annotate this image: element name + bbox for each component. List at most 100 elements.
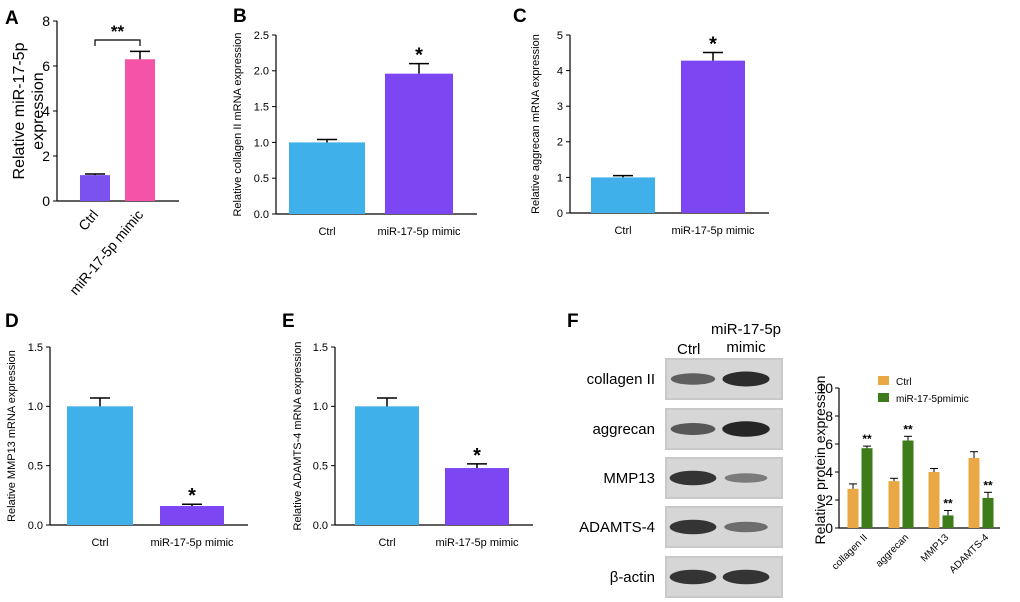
bar-c-1 xyxy=(681,60,745,213)
legend-label-f-1: miR-17-5pmimic xyxy=(896,394,969,405)
y-tick-label-f: 4 xyxy=(825,464,833,480)
band-mimic-adamts-4 xyxy=(724,521,768,533)
chart-d: 0.0 0.5 1.0 1.5 Ctrl miR-17-5p mimic * Relative… xyxy=(6,342,248,549)
legend-swatch-f-0 xyxy=(878,376,889,385)
y-axis-label-e: Relative ADAMTS-4 mRNA expression xyxy=(292,342,304,531)
wb-row-label: aggrecan xyxy=(592,421,655,438)
bar-b-1 xyxy=(385,73,453,214)
panel-letter-d: D xyxy=(5,311,19,332)
significance-label-c: * xyxy=(709,33,717,55)
y-tick-label-c: 5 xyxy=(557,30,563,42)
significance-label-f: ** xyxy=(943,497,953,511)
y-tick-label-a: 2 xyxy=(42,148,50,164)
y-axis-label-a: Relative miR-17-5p xyxy=(11,42,28,179)
y-axis-label-b: Relative collagen II mRNA expression xyxy=(232,32,244,216)
wb-header-mimic-line1: miR-17-5p xyxy=(711,321,781,338)
y-tick-label-c: 0 xyxy=(557,208,563,220)
legend-swatch-f-1 xyxy=(878,393,889,402)
bar-f-1-0 xyxy=(861,448,873,528)
band-mimic--actin xyxy=(722,569,770,585)
bar-f-0-0 xyxy=(847,488,859,528)
bar-b-0 xyxy=(289,142,365,214)
y-tick-label-c: 1 xyxy=(557,172,563,184)
bar-a-0 xyxy=(80,175,110,201)
band-ctrl-adamts-4 xyxy=(669,519,717,535)
y-tick-label-a: 4 xyxy=(42,103,50,119)
band-mimic-collagen-ii xyxy=(722,371,770,387)
significance-label-a: ** xyxy=(111,22,125,41)
y-tick-label-b: 2.0 xyxy=(254,66,269,78)
bar-f-0-3 xyxy=(968,458,980,528)
bar-f-1-2 xyxy=(942,515,954,528)
panel-letter-e: E xyxy=(282,311,295,332)
y-tick-label-c: 3 xyxy=(557,101,563,113)
bar-a-1 xyxy=(125,59,155,201)
y-tick-label-b: 0.5 xyxy=(254,173,269,185)
y-tick-label-b: 0.0 xyxy=(254,209,269,221)
significance-label-f: ** xyxy=(903,422,913,436)
bar-f-1-1 xyxy=(902,440,914,528)
x-tick-label-b: miR-17-5p mimic xyxy=(377,226,461,238)
western-blot: Ctrl miR-17-5p mimic collagen II aggrecan… xyxy=(579,321,783,598)
y-tick-label-b: 2.5 xyxy=(254,30,269,42)
bar-c-0 xyxy=(591,177,655,213)
bar-e-1 xyxy=(445,468,509,525)
y-tick-label-c: 2 xyxy=(557,137,563,149)
x-tick-label-f: ADAMTS-4 xyxy=(948,532,992,576)
y-tick-label-b: 1.5 xyxy=(254,101,269,113)
wb-row-label: collagen II xyxy=(587,371,655,388)
panel-letter-b: B xyxy=(233,6,247,27)
chart-b: 0.0 0.5 1.0 1.5 2.0 2.5 Ctrl miR-17-5p mimic * Re… xyxy=(232,30,477,238)
y-tick-label-f: 2 xyxy=(825,492,833,508)
x-tick-label-d: miR-17-5p mimic xyxy=(150,537,234,549)
wb-row-label: β-actin xyxy=(610,569,655,586)
panel-letter-a: A xyxy=(5,8,19,29)
x-tick-label-c: miR-17-5p mimic xyxy=(671,225,755,237)
x-tick-label-f: MMP13 xyxy=(919,532,951,564)
y-tick-label-a: 0 xyxy=(42,193,50,209)
chart-c: 0 1 2 3 4 5 Ctrl miR-17-5p mimic * Relative aggre… xyxy=(530,30,769,237)
panel-letter-f: F xyxy=(567,311,579,332)
significance-label-f: ** xyxy=(983,478,993,492)
bar-d-0 xyxy=(67,406,133,525)
wb-header-mimic-line2: mimic xyxy=(726,339,766,356)
y-tick-label-f: 8 xyxy=(825,408,833,424)
band-ctrl-aggrecan xyxy=(670,423,716,435)
x-tick-label-a: Ctrl xyxy=(75,207,101,234)
x-tick-label-e: Ctrl xyxy=(378,537,395,549)
significance-label-b: * xyxy=(415,45,423,67)
y-tick-label-f: 0 xyxy=(825,520,833,536)
significance-label-e: * xyxy=(473,445,481,467)
chart-f: 0 2 4 6 8 10 ** ** ** ** collagen II aggrecan MMP13A… xyxy=(812,376,1000,576)
band-mimic-aggrecan xyxy=(722,421,770,437)
panel-letter-c: C xyxy=(513,6,527,27)
x-tick-label-f: aggrecan xyxy=(874,532,911,569)
y-tick-label-b: 1.0 xyxy=(254,137,269,149)
y-tick-label-a: 8 xyxy=(42,13,50,29)
wb-row-label: ADAMTS-4 xyxy=(579,519,655,536)
y-tick-label-d: 1.5 xyxy=(28,342,43,354)
x-tick-label-d: Ctrl xyxy=(91,537,108,549)
band-mimic-mmp13 xyxy=(724,473,768,483)
y-tick-label-e: 1.5 xyxy=(313,342,328,354)
y-tick-label-f: 6 xyxy=(825,436,833,452)
y-tick-label-d: 1.0 xyxy=(28,401,43,413)
y-axis-label-a: expression xyxy=(30,72,47,149)
bar-f-1-3 xyxy=(982,497,994,528)
band-ctrl-collagen-ii xyxy=(670,373,716,385)
x-tick-label-f: collagen II xyxy=(830,532,870,572)
y-tick-label-c: 4 xyxy=(557,65,563,77)
y-tick-label-e: 0.0 xyxy=(313,520,328,532)
bar-e-0 xyxy=(355,406,419,525)
wb-row-label: MMP13 xyxy=(603,470,655,487)
y-tick-label-d: 0.0 xyxy=(28,520,43,532)
chart-e: 0.0 0.5 1.0 1.5 Ctrl miR-17-5p mimic * Relative… xyxy=(292,342,533,549)
bar-f-0-2 xyxy=(928,472,940,528)
y-tick-label-f: 10 xyxy=(817,380,833,396)
band-ctrl-mmp13 xyxy=(669,470,717,486)
y-axis-label-f: Relative protein expression xyxy=(812,376,828,545)
y-tick-label-e: 1.0 xyxy=(313,401,328,413)
y-tick-label-d: 0.5 xyxy=(28,461,43,473)
significance-bracket-a xyxy=(94,39,141,46)
